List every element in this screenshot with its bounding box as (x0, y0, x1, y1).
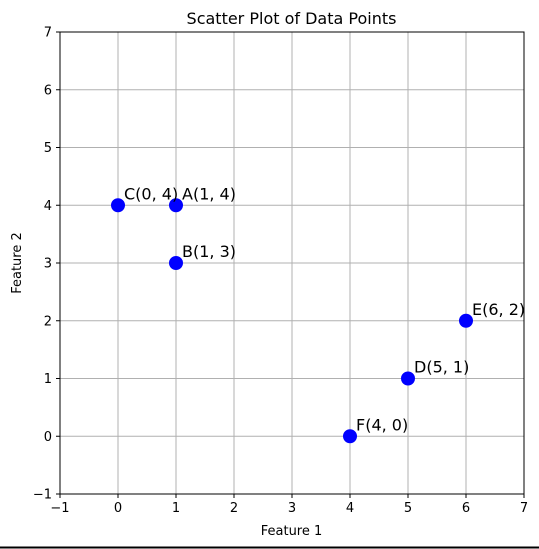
y-tick-label: 3 (44, 257, 52, 272)
data-point (459, 313, 473, 328)
x-tick-label: 7 (520, 501, 528, 516)
x-tick-label: 2 (230, 501, 238, 516)
data-point (343, 429, 357, 444)
x-tick-label: 1 (172, 501, 180, 516)
y-tick-label: 1 (44, 372, 52, 387)
y-tick-label: 5 (44, 141, 52, 156)
x-axis-label: Feature 1 (261, 524, 323, 539)
x-tick-label: 5 (404, 501, 412, 516)
y-tick-label: 2 (44, 314, 52, 329)
y-tick-label: 4 (44, 199, 52, 214)
data-point-label: C(0, 4) (124, 184, 178, 203)
y-tick-label: 7 (44, 26, 52, 41)
data-point-label: A(1, 4) (182, 184, 236, 203)
x-tick-label: 6 (462, 501, 470, 516)
data-point-label: B(1, 3) (182, 242, 236, 261)
data-point-label: E(6, 2) (472, 300, 525, 319)
data-point-label: D(5, 1) (414, 358, 469, 377)
data-point (111, 198, 125, 213)
data-point-label: F(4, 0) (356, 415, 408, 434)
y-tick-label: 6 (44, 83, 52, 98)
data-point (401, 371, 415, 386)
data-points: A(1, 4) B(1, 3) C(0, 4) D(5, 1) E(6, 2) F(4, … (111, 184, 525, 444)
chart-title: Scatter Plot of Data Points (187, 9, 397, 28)
axis-ticks: −1 0 1 2 3 4 5 6 7 −1 0 1 2 3 4 5 6 7 (33, 26, 528, 517)
data-point (169, 198, 183, 213)
x-tick-label: 4 (346, 501, 354, 516)
x-tick-label: −1 (50, 501, 69, 516)
y-tick-label: −1 (33, 488, 52, 503)
x-tick-label: 3 (288, 501, 296, 516)
x-tick-label: 0 (114, 501, 122, 516)
y-tick-label: 0 (44, 430, 52, 445)
data-point (169, 256, 183, 270)
y-axis-label: Feature 2 (10, 232, 25, 294)
